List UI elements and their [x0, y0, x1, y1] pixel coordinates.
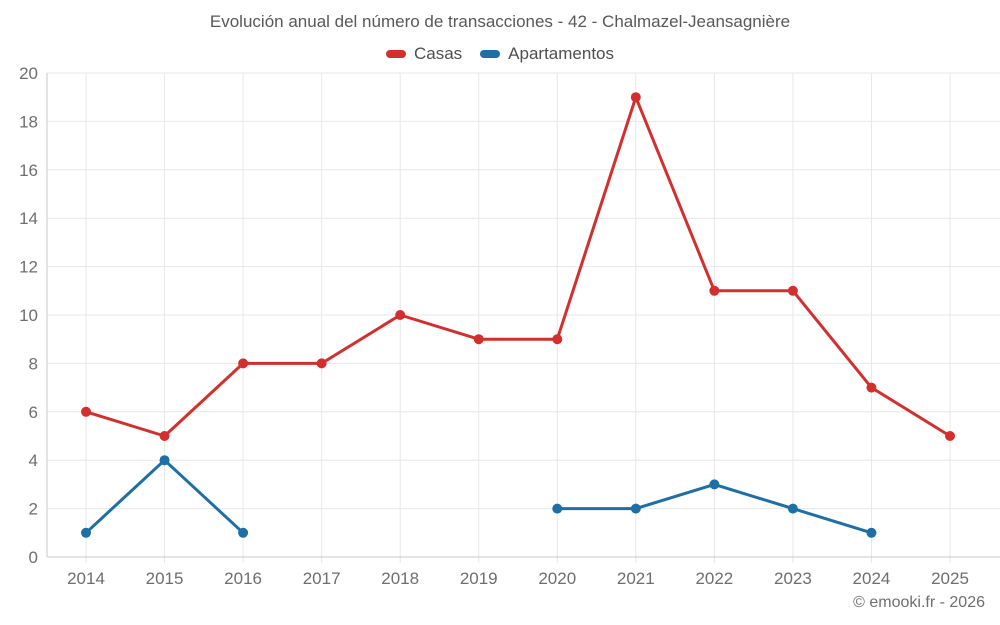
x-tick-label: 2014 — [67, 569, 105, 588]
x-tick-label: 2024 — [853, 569, 891, 588]
legend-swatch-apartamentos-icon — [480, 50, 501, 58]
data-point-casas-2023[interactable] — [787, 285, 798, 296]
series-line — [84, 95, 952, 438]
data-point-casas-2020[interactable] — [552, 334, 563, 345]
data-point-apartamentos-2015[interactable] — [159, 455, 170, 466]
y-tick-label: 2 — [29, 500, 38, 519]
x-axis-labels: 2014 2015 2016 2017 2018 2019 2020 2021 2022 2023… — [67, 569, 969, 588]
chart-legend: Casas Apartamentos — [0, 44, 1000, 64]
series-apartamentos — [81, 455, 877, 538]
data-point-apartamentos-2014[interactable] — [81, 527, 91, 538]
y-tick-label: 20 — [19, 64, 38, 83]
chart-title: Evolución anual del número de transaccio… — [209, 12, 791, 31]
y-tick-label: 12 — [19, 258, 38, 277]
data-point-apartamentos-2023[interactable] — [787, 503, 798, 514]
data-point-apartamentos-2022[interactable] — [709, 479, 720, 490]
x-tick-label: 2016 — [224, 569, 262, 588]
x-tick-label: 2021 — [617, 569, 655, 588]
legend-item-casas[interactable]: Casas — [385, 44, 463, 64]
x-tick-label: 2017 — [303, 569, 341, 588]
data-point-casas-2016[interactable] — [238, 358, 249, 369]
legend-label-casas: Casas — [413, 44, 463, 63]
data-point-casas-2014[interactable] — [81, 406, 91, 417]
x-tick-label: 2015 — [146, 569, 184, 588]
y-tick-label: 0 — [29, 548, 38, 567]
series-casas — [81, 92, 955, 441]
y-tick-label: 18 — [19, 112, 38, 131]
data-point-casas-2021[interactable] — [630, 92, 641, 103]
data-point-casas-2024[interactable] — [866, 382, 877, 393]
data-point-apartamentos-2021[interactable] — [630, 503, 641, 514]
y-axis-labels: 0 2 4 6 8 10 12 14 16 18 20 — [19, 64, 38, 567]
data-point-casas-2017[interactable] — [316, 358, 327, 369]
legend-item-apartamentos[interactable]: Apartamentos — [480, 44, 614, 64]
data-point-casas-2015[interactable] — [159, 431, 170, 441]
x-tick-label: 2022 — [695, 569, 733, 588]
y-tick-label: 8 — [29, 354, 38, 373]
data-point-casas-2018[interactable] — [395, 310, 406, 320]
y-tick-label: 6 — [29, 403, 38, 422]
legend-swatch-casas-icon — [385, 50, 406, 58]
x-tick-label: 2025 — [931, 569, 969, 588]
data-point-casas-2019[interactable] — [473, 334, 484, 345]
x-tick-label: 2019 — [460, 569, 498, 588]
y-tick-label: 14 — [19, 209, 38, 228]
data-point-apartamentos-2024[interactable] — [866, 527, 877, 538]
x-tick-label: 2018 — [381, 569, 419, 588]
data-point-apartamentos-2016[interactable] — [238, 527, 249, 538]
y-tick-label: 16 — [19, 161, 38, 180]
data-point-casas-2025[interactable] — [945, 431, 955, 441]
x-tick-label: 2023 — [774, 569, 812, 588]
y-tick-label: 10 — [19, 306, 38, 325]
data-point-casas-2022[interactable] — [709, 285, 720, 296]
legend-label-apartamentos: Apartamentos — [508, 44, 615, 63]
gridlines — [47, 72, 1000, 563]
y-tick-label: 4 — [29, 451, 38, 470]
axes — [46, 73, 1000, 558]
x-tick-label: 2020 — [538, 569, 576, 588]
data-point-apartamentos-2020[interactable] — [552, 503, 563, 514]
copyright-text: © emooki.fr - 2026 — [853, 594, 985, 611]
